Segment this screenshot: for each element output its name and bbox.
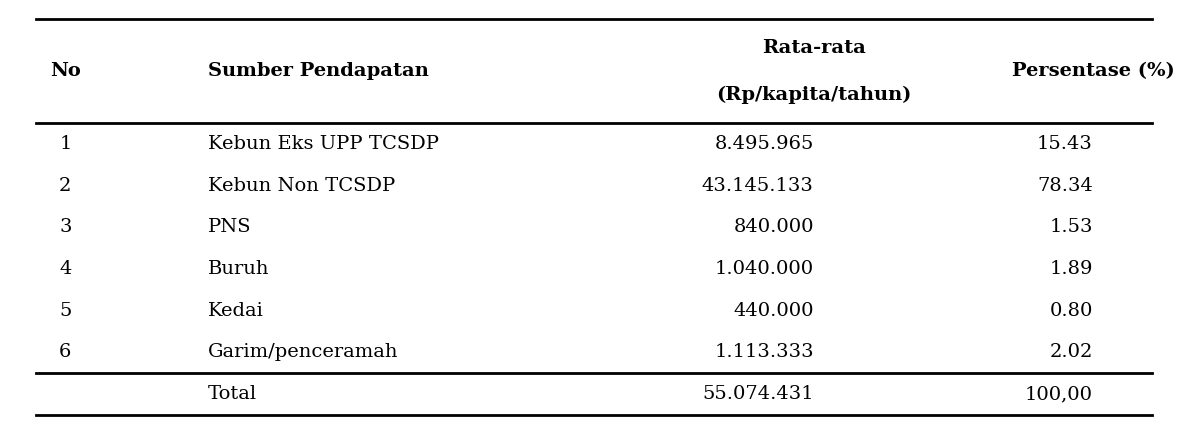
Text: Kebun Non TCSDP: Kebun Non TCSDP xyxy=(208,177,396,194)
Text: Total: Total xyxy=(208,385,257,403)
Text: 15.43: 15.43 xyxy=(1037,135,1093,153)
Text: No: No xyxy=(50,62,81,80)
Text: Persentase (%): Persentase (%) xyxy=(1012,62,1174,80)
Text: PNS: PNS xyxy=(208,218,252,236)
Text: 55.074.431: 55.074.431 xyxy=(702,385,814,403)
Text: 840.000: 840.000 xyxy=(733,218,814,236)
Text: 6: 6 xyxy=(59,343,71,361)
Text: Kedai: Kedai xyxy=(208,302,264,320)
Text: 1.113.333: 1.113.333 xyxy=(714,343,814,361)
Text: 1.89: 1.89 xyxy=(1049,260,1093,278)
Text: 2: 2 xyxy=(59,177,71,194)
Text: 4: 4 xyxy=(59,260,71,278)
Text: Sumber Pendapatan: Sumber Pendapatan xyxy=(208,62,429,80)
Text: Garim/penceramah: Garim/penceramah xyxy=(208,343,398,361)
Text: 1: 1 xyxy=(59,135,71,153)
Text: (Rp/kapita/tahun): (Rp/kapita/tahun) xyxy=(716,86,911,104)
Text: Kebun Eks UPP TCSDP: Kebun Eks UPP TCSDP xyxy=(208,135,438,153)
Text: 1.53: 1.53 xyxy=(1049,218,1093,236)
Text: 78.34: 78.34 xyxy=(1037,177,1093,194)
Text: 100,00: 100,00 xyxy=(1025,385,1093,403)
Text: 1.040.000: 1.040.000 xyxy=(715,260,814,278)
Text: 440.000: 440.000 xyxy=(733,302,814,320)
Text: Buruh: Buruh xyxy=(208,260,270,278)
Text: 5: 5 xyxy=(59,302,71,320)
Text: 8.495.965: 8.495.965 xyxy=(714,135,814,153)
Text: 2.02: 2.02 xyxy=(1049,343,1093,361)
Text: 43.145.133: 43.145.133 xyxy=(702,177,814,194)
Text: 3: 3 xyxy=(59,218,71,236)
Text: Rata-rata: Rata-rata xyxy=(762,38,866,57)
Text: 0.80: 0.80 xyxy=(1049,302,1093,320)
